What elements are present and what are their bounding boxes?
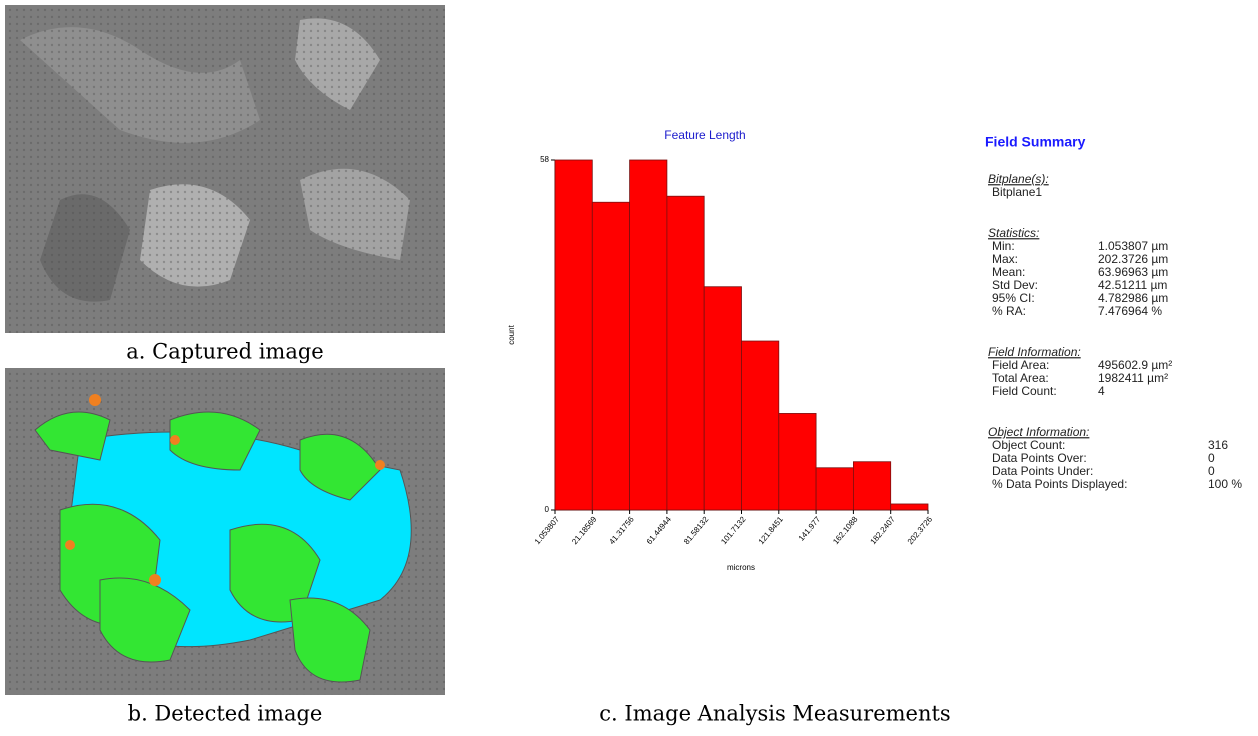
summary-value: 0 [1208, 451, 1215, 465]
summary-title: Field Summary [985, 134, 1086, 150]
summary-label: Std Dev: [992, 278, 1038, 292]
summary-value: 4 [1098, 384, 1105, 398]
bar [778, 413, 817, 511]
summary-label: % Data Points Displayed: [992, 477, 1127, 491]
caption: a. Captured image [126, 340, 323, 364]
chart-title: Feature Length [664, 128, 745, 142]
bar [741, 340, 780, 511]
y-tick-label: 0 [545, 505, 550, 514]
summary-label: Mean: [992, 265, 1025, 279]
section-heading: Statistics: [988, 226, 1039, 240]
summary-label: Data Points Under: [992, 464, 1093, 478]
caption: b. Detected image [128, 702, 323, 726]
captured-image [5, 5, 445, 333]
x-tick-label: 182.2407 [869, 514, 898, 546]
bar [703, 286, 742, 511]
summary-value: 4.782986 µm [1098, 291, 1168, 305]
bar [554, 159, 593, 511]
summary-label: Field Area: [992, 358, 1049, 372]
bar [852, 461, 892, 511]
x-tick-label: 141.977 [797, 514, 823, 542]
summary-label: Total Area: [992, 371, 1049, 385]
summary-value: 1.053807 µm [1098, 239, 1168, 253]
y-tick-label: 58 [540, 155, 549, 164]
caption: c. Image Analysis Measurements [599, 702, 950, 726]
x-tick-label: 202.3726 [906, 514, 935, 546]
x-tick-label: 121.8451 [757, 514, 786, 546]
summary-value: 42.51211 µm [1098, 278, 1167, 292]
summary-value: 495602.9 µm² [1098, 358, 1172, 372]
summary-label: % RA: [992, 304, 1026, 318]
summary-value: 1982411 µm² [1098, 371, 1168, 385]
y-axis-label: count [507, 324, 516, 344]
summary-label: Object Count: [992, 438, 1065, 452]
summary-label: Min: [992, 239, 1015, 253]
summary-label: Bitplane1 [992, 185, 1042, 199]
summary-value: 100 % [1208, 477, 1242, 491]
x-tick-label: 81.58132 [682, 514, 711, 546]
summary-value: 0 [1208, 464, 1215, 478]
summary-value: 63.96963 µm [1098, 265, 1168, 279]
bar [629, 159, 668, 511]
section-heading: Bitplane(s): [988, 172, 1049, 186]
x-tick-label: 41.31756 [607, 514, 636, 546]
summary-label: 95% CI: [992, 291, 1035, 305]
summary-label: Field Count: [992, 384, 1057, 398]
summary-label: Data Points Over: [992, 451, 1087, 465]
section-heading: Field Information: [988, 345, 1081, 359]
bar [815, 467, 854, 511]
bar [591, 201, 630, 511]
x-tick-label: 61.44944 [645, 514, 674, 546]
bar [666, 195, 705, 511]
bar [890, 503, 929, 511]
summary-value: 316 [1208, 438, 1228, 452]
summary-label: Max: [992, 252, 1018, 266]
x-axis-label: microns [727, 563, 755, 572]
x-tick-label: 1.053807 [533, 514, 562, 546]
x-tick-label: 101.7132 [719, 514, 748, 546]
section-heading: Object Information: [988, 425, 1089, 439]
x-tick-label: 162.1088 [831, 514, 860, 546]
summary-value: 202.3726 µm [1098, 252, 1168, 266]
detected-image [5, 368, 445, 695]
x-tick-label: 21.18569 [570, 514, 599, 546]
summary-value: 7.476964 % [1098, 304, 1162, 318]
